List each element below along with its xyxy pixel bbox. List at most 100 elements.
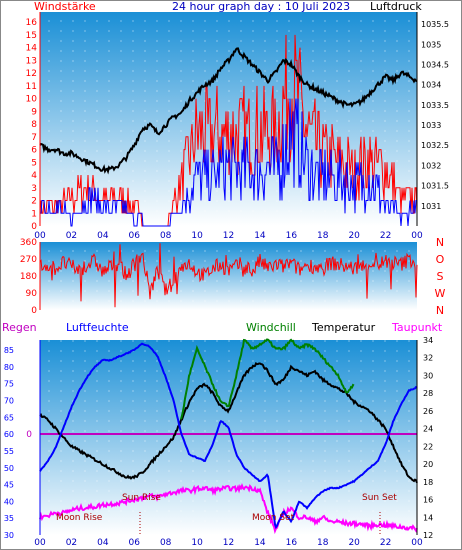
left-tick-label: 4 [31,171,37,181]
hum-left-tick-label: 35 [4,514,14,523]
left-tick-label: 10 [26,95,38,105]
dir-right-tick-label: O [436,253,445,266]
x-tick-label: 20 [348,231,360,241]
x-tick-label: 08 [160,538,172,548]
regen-tick-label: 0 [26,430,32,440]
luftfeuchte-series-line [39,342,418,530]
right-tick-label: 1034.5 [421,60,449,69]
x-tick-label: 22 [380,538,391,548]
wind-pressure-panel: 01234567891011121314151610311031.5103210… [26,12,449,241]
right-tick-label: 1032.5 [421,141,449,150]
windrichtung-series-line [39,243,418,308]
right-tick-label: 1033 [421,121,441,130]
dir-right-tick-label: N [436,236,444,249]
left-tick-label: 16 [26,18,38,28]
taupunkt-series-line [39,483,418,535]
temp-right-tick-label: 18 [423,478,433,487]
dir-left-tick-label: 90 [26,289,38,299]
dir-left-tick-label: 360 [20,238,37,248]
temperatur-label: Temperatur [311,321,376,334]
windchill-label: Windchill [246,321,296,334]
x-tick-label: 18 [317,231,329,241]
hum-left-tick-label: 75 [4,380,14,389]
chart-title: 24 hour graph day : 10 Juli 2023 [172,0,350,13]
hum-left-tick-label: 85 [4,346,14,355]
x-tick-label: 04 [97,538,109,548]
dir-right-tick-label: S [437,270,444,283]
left-tick-label: 13 [26,56,37,66]
left-tick-label: 7 [31,133,37,143]
temp-right-tick-label: 22 [423,442,433,451]
temp-right-tick-label: 14 [423,513,433,522]
x-tick-label: 00 [411,538,423,548]
right-tick-label: 1033.5 [421,101,449,110]
x-tick-label: 04 [97,231,109,241]
taupunkt-label: Taupunkt [391,321,443,334]
hum-left-tick-label: 45 [4,481,14,490]
dir-left-tick-label: 180 [20,272,37,282]
x-tick-label: 22 [380,231,391,241]
right-tick-label: 1035.5 [421,20,449,29]
hum-left-tick-label: 30 [4,531,14,540]
left-tick-label: 12 [26,69,37,79]
wind-series-line [40,98,417,227]
dir-right-tick-label: N [436,304,444,317]
left-tick-label: 8 [31,120,37,130]
panel2-grid-dots [40,242,417,310]
right-tick-label: 1031.5 [421,182,449,191]
windchill-series-line [180,338,355,420]
hum-left-tick-label: 65 [4,413,14,422]
left-tick-label: 11 [26,82,37,92]
x-tick-label: 12 [223,231,234,241]
dir-left-tick-label: 0 [31,306,37,316]
hum-left-tick-label: 40 [4,497,14,506]
x-tick-label: 10 [191,231,203,241]
left-tick-label: 15 [26,31,37,41]
temp-right-tick-label: 28 [423,389,433,398]
left-tick-label: 6 [31,146,37,156]
x-tick-label: 12 [223,538,234,548]
windstaerke-label: Windstärke [34,0,96,13]
temp-right-tick-label: 24 [423,425,433,434]
temp-right-tick-label: 16 [423,496,433,505]
x-tick-label: 02 [66,231,77,241]
temp-right-tick-label: 20 [423,460,433,469]
temp-right-tick-label: 32 [423,354,433,363]
hum-left-tick-label: 60 [4,430,14,439]
hum-left-tick-label: 55 [4,447,14,456]
left-tick-label: 14 [26,44,38,54]
dir-right-tick-label: W [435,287,446,300]
x-tick-label: 06 [129,538,141,548]
sun-set-label: Sun Set [362,493,397,503]
moon-set-label: Moon Set [252,513,295,523]
x-tick-label: 20 [348,538,360,548]
left-tick-label: 9 [31,107,37,117]
left-tick-label: 3 [31,184,37,194]
right-tick-label: 1032 [421,161,441,170]
left-tick-label: 2 [31,197,37,207]
left-tick-label: 1 [31,209,37,219]
x-tick-label: 18 [317,538,329,548]
x-tick-label: 02 [66,538,77,548]
x-tick-label: 00 [411,231,423,241]
temperatur-series-line [39,362,418,484]
right-tick-label: 1031 [421,202,441,211]
dir-left-tick-label: 270 [20,255,37,265]
hum-left-tick-label: 70 [4,397,14,406]
x-tick-label: 14 [254,231,266,241]
temp-right-tick-label: 26 [423,407,433,416]
x-tick-label: 10 [191,538,203,548]
x-tick-label: 14 [254,538,266,548]
right-tick-label: 1034 [421,81,441,90]
temp-right-tick-label: 34 [423,336,433,345]
x-tick-label: 16 [286,231,298,241]
x-tick-label: 00 [34,231,46,241]
left-tick-label: 5 [31,158,37,168]
x-tick-label: 06 [129,231,141,241]
left-tick-label: 0 [31,222,37,232]
hum-left-tick-label: 50 [4,464,14,473]
luftdruck-label: Luftdruck [370,0,422,13]
